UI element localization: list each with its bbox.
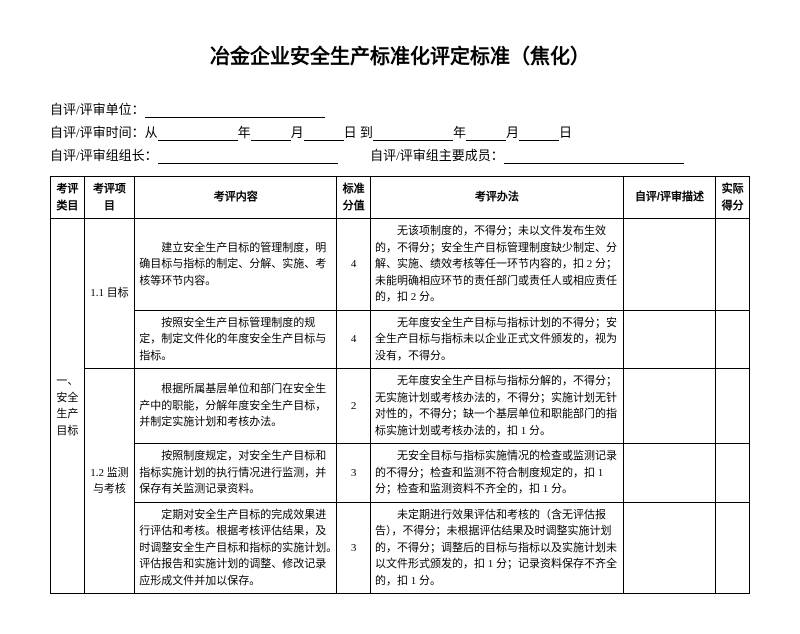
score-cell: 3: [337, 444, 371, 503]
to-day[interactable]: [519, 126, 559, 141]
actual-cell[interactable]: [716, 219, 750, 311]
desc-cell[interactable]: [623, 369, 716, 444]
content-cell: 按照制度规定，对安全生产目标和指标实施计划的执行情况进行监测，并保存有关监测记录…: [135, 444, 337, 503]
method-cell: 无年度安全生产目标与指标计划的不得分；安全生产目标与指标未以企业正式文件颁发的，…: [371, 310, 624, 369]
actual-cell[interactable]: [716, 444, 750, 503]
score-cell: 4: [337, 310, 371, 369]
from-year[interactable]: [158, 126, 238, 141]
to-month[interactable]: [466, 126, 506, 141]
col-category: 考评类目: [51, 177, 85, 219]
method-cell: 无安全目标与指标实施情况的检查或监测记录的不得分；检查和监测不符合制度规定的，扣…: [371, 444, 624, 503]
table-header-row: 考评类目 考评项目 考评内容 标准分值 考评办法 自评/评审描述 实际得分: [51, 177, 750, 219]
method-cell: 未定期进行效果评估和考核的（含无评估报告），不得分；未根据评估结果及时调整实施计…: [371, 502, 624, 594]
table-row: 一、安全生产目标 1.1 目标 建立安全生产目标的管理制度，明确目标与指标的制定…: [51, 219, 750, 311]
table-row: 按照安全生产目标管理制度的规定，制定文件化的年度安全生产目标与指标。 4 无年度…: [51, 310, 750, 369]
from-month[interactable]: [251, 126, 291, 141]
content-cell: 按照安全生产目标管理制度的规定，制定文件化的年度安全生产目标与指标。: [135, 310, 337, 369]
table-row: 定期对安全生产目标的完成效果进行评估和考核。根据考核评估结果，及时调整安全生产目…: [51, 502, 750, 594]
content-cell: 定期对安全生产目标的完成效果进行评估和考核。根据考核评估结果，及时调整安全生产目…: [135, 502, 337, 594]
actual-cell[interactable]: [716, 310, 750, 369]
actual-cell[interactable]: [716, 502, 750, 594]
header-time: 自评/评审时间：从年月日 到年月日: [50, 122, 750, 141]
content-cell: 根据所属基层单位和部门在安全生产中的职能，分解年度安全生产目标，并制定实施计划和…: [135, 369, 337, 444]
col-content: 考评内容: [135, 177, 337, 219]
table-row: 按照制度规定，对安全生产目标和指标实施计划的执行情况进行监测，并保存有关监测记录…: [51, 444, 750, 503]
score-cell: 2: [337, 369, 371, 444]
time-label: 自评/评审时间：从: [50, 125, 158, 140]
score-cell: 4: [337, 219, 371, 311]
col-score: 标准分值: [337, 177, 371, 219]
unit-blank[interactable]: [145, 103, 325, 118]
evaluation-table: 考评类目 考评项目 考评内容 标准分值 考评办法 自评/评审描述 实际得分 一、…: [50, 176, 750, 594]
desc-cell[interactable]: [623, 444, 716, 503]
leader-label: 自评/评审组组长：: [50, 148, 158, 163]
header-leader: 自评/评审组组长： 自评/评审组主要成员：: [50, 145, 750, 164]
method-cell: 无年度安全生产目标与指标分解的，不得分；无实施计划或考核办法的，不得分；实施计划…: [371, 369, 624, 444]
desc-cell[interactable]: [623, 310, 716, 369]
from-day[interactable]: [304, 126, 344, 141]
content-cell: 建立安全生产目标的管理制度，明确目标与指标的制定、分解、实施、考核等环节内容。: [135, 219, 337, 311]
to-year[interactable]: [373, 126, 453, 141]
actual-cell[interactable]: [716, 369, 750, 444]
col-item: 考评项目: [84, 177, 135, 219]
method-cell: 无该项制度的，不得分；未以文件发布生效的，不得分；安全生产目标管理制度缺少制定、…: [371, 219, 624, 311]
item-cell: 1.2 监测与考核: [84, 369, 135, 594]
leader-blank[interactable]: [158, 149, 338, 164]
page-title: 冶金企业安全生产标准化评定标准（焦化）: [50, 40, 750, 69]
header-unit: 自评/评审单位：: [50, 99, 750, 118]
item-cell: 1.1 目标: [84, 219, 135, 369]
col-actual: 实际得分: [716, 177, 750, 219]
members-blank[interactable]: [504, 149, 684, 164]
category-cell: 一、安全生产目标: [51, 219, 85, 594]
col-method: 考评办法: [371, 177, 624, 219]
desc-cell[interactable]: [623, 502, 716, 594]
table-row: 1.2 监测与考核 根据所属基层单位和部门在安全生产中的职能，分解年度安全生产目…: [51, 369, 750, 444]
col-desc: 自评/评审描述: [623, 177, 716, 219]
desc-cell[interactable]: [623, 219, 716, 311]
members-label: 自评/评审组主要成员：: [370, 148, 504, 163]
unit-label: 自评/评审单位：: [50, 102, 145, 117]
